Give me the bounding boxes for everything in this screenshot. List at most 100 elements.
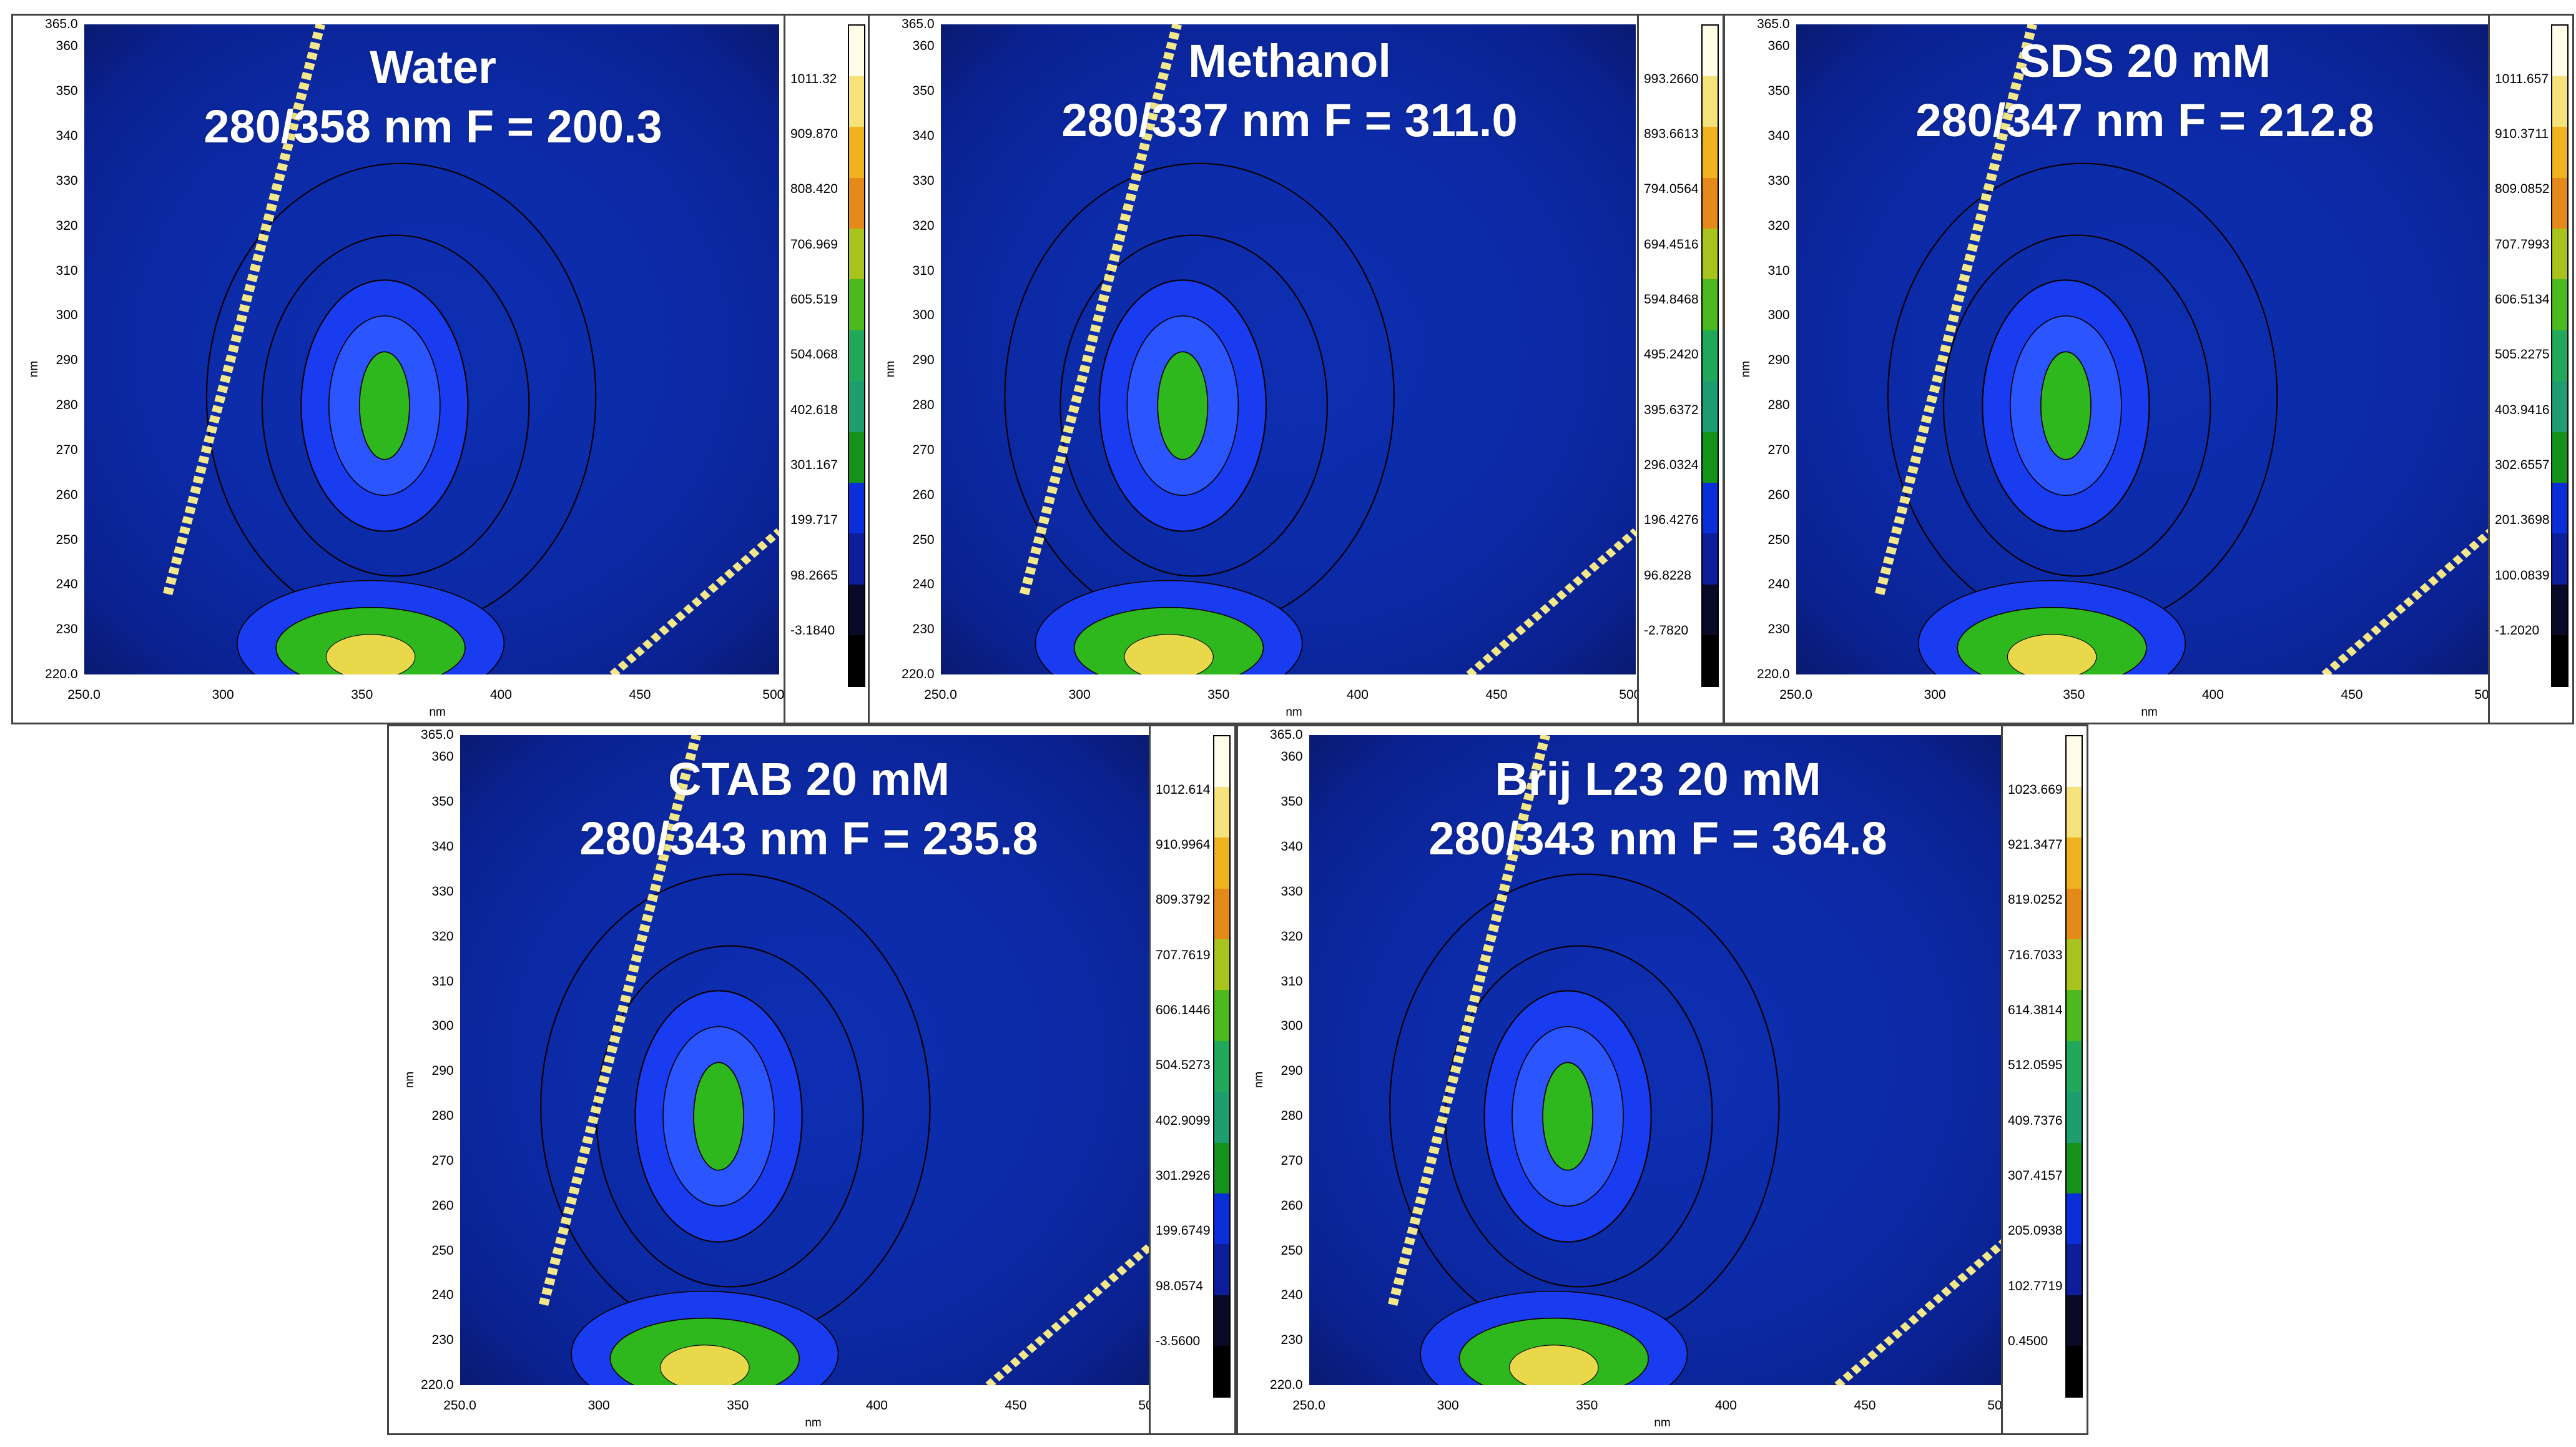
contour-ring (1942, 234, 2211, 577)
y-tick-label: 250 (56, 532, 78, 547)
y-axis-label: nm (1739, 360, 1753, 378)
y-tick-label: 280 (1767, 398, 1790, 413)
x-tick-label: 450 (1005, 1398, 1027, 1413)
y-tick-label: 350 (1767, 84, 1790, 99)
y-tick-label: 300 (1281, 1019, 1303, 1034)
eem-panel-ctab: nm nm CTAB 20 mM 280/343 nm F = 235.8 22… (387, 724, 1171, 1435)
y-tick-label: 240 (56, 577, 78, 592)
colorbar-label: 495.2420 (1644, 347, 1699, 362)
colorbar-label: 1011.32 (790, 71, 837, 86)
eem-plot-area (1309, 734, 2004, 1386)
colorbar-label: 201.3698 (2495, 513, 2550, 528)
y-tick-label: 340 (912, 129, 935, 144)
colorbar-swatch (2067, 1244, 2082, 1295)
peak-label: 280/343 nm F = 364.8 (1428, 812, 1887, 864)
eem-title: Methanol 280/337 nm F = 311.0 (939, 34, 1640, 147)
colorbar-swatch (2552, 330, 2567, 382)
x-tick-label: 450 (1854, 1398, 1876, 1413)
y-tick-label: 270 (431, 1153, 454, 1168)
y-tick-label: 320 (56, 218, 78, 233)
y-tick-label: 350 (912, 84, 935, 99)
eem-legend-brij: 1023.669 921.3477 819.0252 716.7033 614.3814… (2001, 724, 2088, 1435)
y-tick-label: 320 (912, 218, 935, 233)
colorbar-swatch (2067, 990, 2082, 1041)
rayleigh-scatter-line (1019, 24, 1182, 595)
eem-plot-area (940, 24, 1636, 675)
colorbar-label: 1023.669 (2008, 782, 2063, 797)
y-tick-label: 230 (1767, 622, 1790, 637)
x-tick-label: 250.0 (67, 688, 101, 703)
secondary-band-core (1508, 1344, 1599, 1386)
colorbar-label: 993.2660 (1644, 71, 1699, 86)
colorbar-swatch (1703, 584, 1718, 636)
colorbar-label: 395.6372 (1644, 402, 1699, 417)
x-axis-label: nm (1286, 706, 1302, 719)
y-tick-label: 260 (912, 487, 935, 502)
x-tick-label: 350 (727, 1398, 749, 1413)
colorbar-swatch (849, 76, 864, 127)
colorbar-label: 102.7719 (2008, 1278, 2063, 1293)
y-tick-label: 270 (912, 442, 935, 457)
colorbar-swatch (849, 127, 864, 178)
y-tick-label: 360 (1281, 749, 1303, 764)
colorbar-swatch (2552, 533, 2567, 585)
y-tick-label: 365.0 (1270, 727, 1303, 742)
x-tick-label: 350 (351, 688, 373, 703)
colorbar-label: 605.519 (790, 292, 838, 307)
colorbar-label: 706.969 (790, 237, 838, 252)
y-tick-label: 300 (56, 308, 78, 323)
colorbar-swatch (849, 584, 864, 636)
colorbar-swatch (2067, 939, 2082, 990)
peak-label: 280/337 nm F = 311.0 (1061, 94, 1518, 146)
y-tick-label: 230 (431, 1333, 454, 1348)
solvent-label: Water (370, 41, 496, 93)
colorbar-swatch (2552, 584, 2567, 636)
y-tick-label: 310 (1767, 263, 1790, 278)
eem-legend-methanol: 993.2660 893.6613 794.0564 694.4516 594.8468… (1637, 14, 1724, 724)
rayleigh-scatter-line (538, 734, 701, 1306)
second-order-scatter-line (2321, 528, 2491, 675)
y-tick-label: 230 (1281, 1333, 1303, 1348)
colorbar-swatch (2067, 837, 2082, 889)
y-tick-label: 240 (1281, 1288, 1303, 1303)
y-tick-label: 220.0 (902, 667, 935, 682)
y-tick-label: 240 (912, 577, 935, 592)
eem-plot-area (460, 734, 1155, 1386)
eem-contour-map (1874, 24, 2491, 675)
y-tick-label: 290 (912, 353, 935, 368)
y-axis-label: nm (1252, 1071, 1266, 1089)
y-tick-label: 365.0 (1757, 16, 1790, 31)
colorbar-swatch (1214, 736, 1229, 787)
colorbar-swatch (2067, 786, 2082, 838)
peak-core (2040, 351, 2092, 460)
rayleigh-scatter-line (1387, 734, 1550, 1306)
y-tick-label: 350 (1281, 794, 1303, 809)
y-tick-label: 260 (1281, 1198, 1303, 1213)
contour-ring (261, 234, 530, 577)
y-tick-label: 230 (912, 622, 935, 637)
y-tick-label: 330 (1281, 884, 1303, 899)
colorbar-label: 505.2275 (2495, 347, 2550, 362)
colorbar-swatch (1214, 1092, 1229, 1143)
peak-core (692, 1062, 744, 1171)
x-tick-label: 400 (1346, 688, 1369, 703)
colorbar-label: 199.717 (790, 513, 838, 528)
colorbar-swatch (2552, 432, 2567, 483)
colorbar-swatch (849, 432, 864, 483)
colorbar-swatch (1703, 279, 1718, 330)
y-tick-label: 365.0 (45, 16, 78, 31)
solvent-label: Brij L23 20 mM (1495, 753, 1821, 805)
colorbar-swatch (1214, 1193, 1229, 1245)
colorbar-swatch (1703, 533, 1718, 585)
y-tick-label: 220.0 (421, 1378, 454, 1393)
y-tick-label: 330 (431, 884, 454, 899)
x-tick-label: 250.0 (924, 688, 957, 703)
colorbar-swatch (1214, 1142, 1229, 1193)
eem-legend-sds: 1011.657 910.3711 809.0852 707.7993 606.5134… (2488, 14, 2574, 724)
colorbar-label: 809.0852 (2495, 182, 2550, 197)
colorbar-swatch (849, 25, 864, 76)
x-tick-label: 350 (1576, 1398, 1598, 1413)
y-tick-label: 250 (431, 1243, 454, 1258)
y-tick-label: 250 (1767, 532, 1790, 547)
colorbar-swatch (2067, 1346, 2082, 1397)
